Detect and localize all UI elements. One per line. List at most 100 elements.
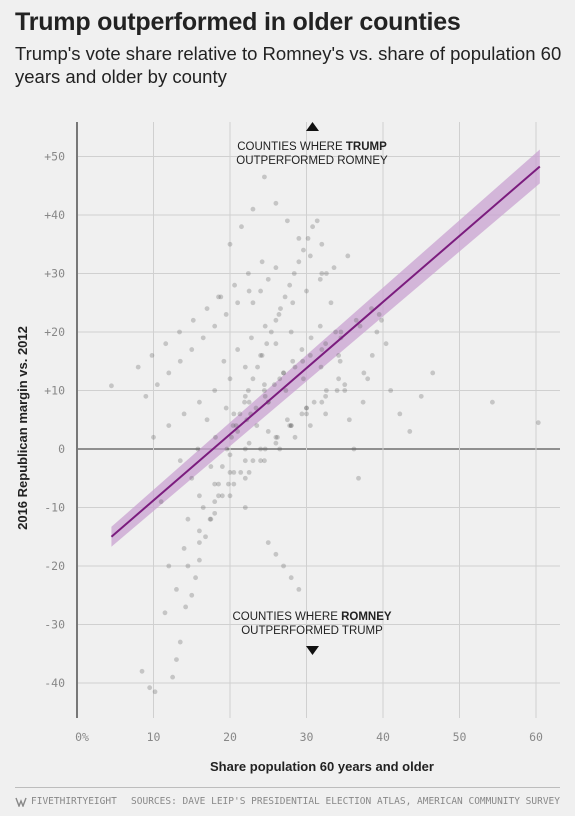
- data-point: [262, 323, 268, 329]
- data-point: [288, 423, 294, 428]
- data-point: [334, 388, 340, 393]
- data-point: [262, 174, 267, 180]
- data-point: [345, 253, 351, 259]
- fivethirtyeight-logo-icon: [15, 797, 27, 807]
- y-axis-title: 2016 Republican margin vs. 2012: [15, 326, 30, 530]
- data-point: [170, 674, 176, 680]
- data-point: [365, 376, 371, 382]
- data-point: [323, 393, 329, 399]
- data-point: [323, 271, 329, 276]
- data-point: [246, 288, 252, 294]
- annotation-top-line1: COUNTIES WHERE TRUMP: [237, 141, 387, 153]
- data-point: [255, 364, 260, 370]
- data-point: [489, 399, 495, 405]
- data-point: [275, 434, 280, 440]
- data-point: [262, 446, 268, 452]
- data-point: [317, 276, 323, 282]
- data-point: [283, 388, 289, 393]
- data-point: [152, 689, 158, 695]
- data-point: [307, 353, 313, 358]
- data-point: [200, 505, 206, 510]
- data-point: [204, 417, 210, 423]
- data-point: [242, 446, 248, 452]
- data-point: [254, 423, 260, 428]
- data-point: [216, 481, 221, 487]
- data-point: [328, 300, 334, 306]
- data-point: [336, 353, 342, 358]
- y-tick-label: -10: [44, 501, 65, 515]
- data-point: [242, 364, 248, 370]
- data-point: [379, 317, 384, 323]
- data-point: [374, 329, 380, 335]
- data-point: [177, 639, 183, 645]
- data-point: [317, 323, 323, 329]
- data-point: [273, 440, 279, 446]
- data-point: [139, 668, 145, 674]
- data-point: [290, 358, 296, 364]
- data-point: [357, 323, 363, 329]
- data-point: [287, 282, 293, 288]
- data-point: [284, 417, 290, 423]
- data-point: [154, 382, 160, 388]
- annotation-top-line2: OUTPERFORMED ROMNEY: [236, 155, 388, 167]
- data-point: [319, 241, 325, 247]
- data-point: [166, 370, 172, 376]
- data-point: [166, 563, 172, 569]
- data-point: [288, 575, 294, 581]
- chart-title: Trump outperformed in older counties: [15, 8, 461, 36]
- data-point: [273, 551, 279, 557]
- y-tick-label: +10: [44, 384, 65, 398]
- data-point: [163, 341, 169, 347]
- data-point: [299, 347, 305, 352]
- data-point: [314, 218, 320, 224]
- data-point: [242, 458, 248, 464]
- data-point: [259, 353, 265, 358]
- data-point: [300, 358, 306, 364]
- up-arrow-icon: [306, 122, 319, 131]
- data-point: [273, 265, 279, 271]
- y-tick-label: 0: [58, 442, 65, 456]
- data-point: [185, 563, 191, 569]
- y-tick-label: -40: [44, 676, 65, 690]
- data-point: [342, 388, 348, 393]
- data-point: [193, 575, 198, 581]
- data-point: [212, 481, 218, 487]
- data-point: [227, 376, 233, 382]
- data-point: [231, 470, 237, 475]
- data-point: [342, 382, 348, 388]
- data-point: [307, 253, 313, 259]
- data-point: [288, 423, 294, 428]
- data-point: [338, 329, 344, 335]
- data-point: [197, 557, 202, 563]
- data-point: [281, 563, 286, 569]
- data-point: [430, 370, 436, 376]
- brand-name: FIVETHIRTYEIGHT: [31, 796, 117, 807]
- data-point: [304, 405, 309, 411]
- data-point: [318, 364, 324, 370]
- data-point: [250, 300, 256, 306]
- data-point: [262, 393, 268, 399]
- chart-subtitle: Trump's vote share relative to Romney's …: [15, 43, 562, 87]
- x-tick-label: 50: [453, 730, 467, 744]
- data-point: [311, 399, 317, 405]
- data-point: [212, 499, 218, 505]
- x-tick-label: 0%: [75, 730, 89, 744]
- data-point: [276, 312, 282, 317]
- data-point: [369, 353, 375, 358]
- data-point: [290, 300, 296, 306]
- data-point: [212, 388, 218, 393]
- data-point: [351, 446, 357, 452]
- confidence-band: [111, 149, 540, 547]
- x-tick-label: 30: [300, 730, 314, 744]
- data-point: [162, 610, 168, 616]
- data-point: [246, 440, 252, 446]
- data-point: [230, 423, 236, 428]
- data-point: [360, 399, 366, 405]
- data-point: [181, 411, 187, 417]
- data-point: [278, 306, 283, 311]
- data-point: [258, 446, 263, 452]
- data-point: [204, 306, 210, 311]
- data-point: [323, 411, 329, 417]
- data-point: [296, 587, 302, 592]
